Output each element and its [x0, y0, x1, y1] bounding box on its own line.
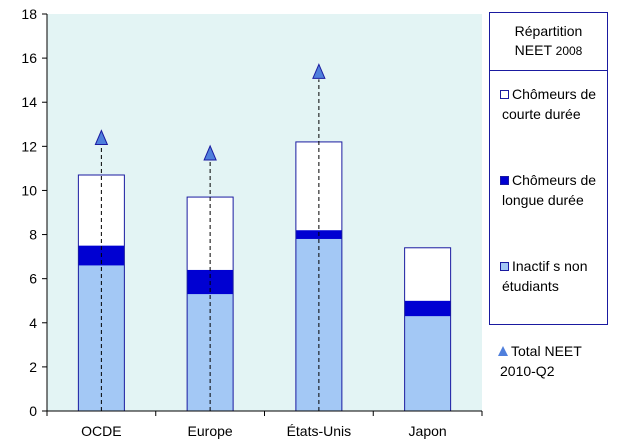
y-tick-label-5: 10 [21, 182, 37, 198]
legend-item-short-term-line1: Chômeurs de [512, 86, 597, 102]
legend-item-short-term-line2: courte durée [502, 106, 581, 122]
legend-swatch-long-term [500, 176, 509, 185]
legend-title: Répartition NEET 2008 [490, 13, 607, 71]
x-tick-label-0: OCDE [81, 423, 121, 439]
legend-marker-line1: Total NEET [511, 343, 582, 359]
x-tick-label-1: Europe [188, 423, 233, 439]
bar-segment-3-1 [404, 300, 451, 317]
legend-item-long-term-line1: Chômeurs de [512, 172, 597, 188]
legend-swatch-inactive [500, 262, 509, 271]
legend-item-short-term: Chômeurs de courte durée [500, 84, 608, 124]
legend-title-line2: NEET [514, 42, 552, 58]
legend-item-inactive-line2: étudiants [502, 278, 559, 294]
y-tick-label-6: 12 [21, 138, 37, 154]
x-tick-label-2: États-Unis [287, 423, 352, 439]
legend-triangle-icon [498, 346, 508, 356]
legend-swatch-short-term [500, 90, 509, 99]
y-tick-label-2: 4 [29, 315, 37, 331]
legend-item-long-term: Chômeurs de longue durée [500, 170, 608, 210]
y-tick-label-3: 6 [29, 271, 37, 287]
legend-item-inactive-line1: Inactif s non [512, 258, 588, 274]
y-tick-label-9: 18 [21, 6, 37, 22]
bar-segment-3-2 [404, 247, 451, 301]
y-tick-label-7: 14 [21, 94, 37, 110]
y-tick-label-1: 2 [29, 359, 37, 375]
marker-triangle-1 [203, 144, 217, 161]
legend-box: Répartition NEET 2008 Chômeurs de courte… [489, 12, 608, 325]
y-tick-label-4: 8 [29, 227, 37, 243]
legend-item-inactive: Inactif s non étudiants [500, 256, 608, 296]
legend-marker-item: Total NEET 2010-Q2 [498, 341, 616, 381]
legend-title-line1: Répartition [514, 23, 583, 39]
bar-segment-3-0 [404, 316, 451, 411]
legend-title-year: 2008 [555, 44, 583, 58]
y-tick-label-0: 0 [29, 403, 37, 419]
y-tick-label-8: 16 [21, 50, 37, 66]
marker-triangle-2 [312, 63, 326, 79]
x-tick-label-3: Japon [409, 423, 447, 439]
legend-marker-line2: 2010-Q2 [500, 363, 555, 379]
marker-triangle-0 [94, 129, 109, 146]
legend-item-long-term-line2: longue durée [502, 192, 584, 208]
